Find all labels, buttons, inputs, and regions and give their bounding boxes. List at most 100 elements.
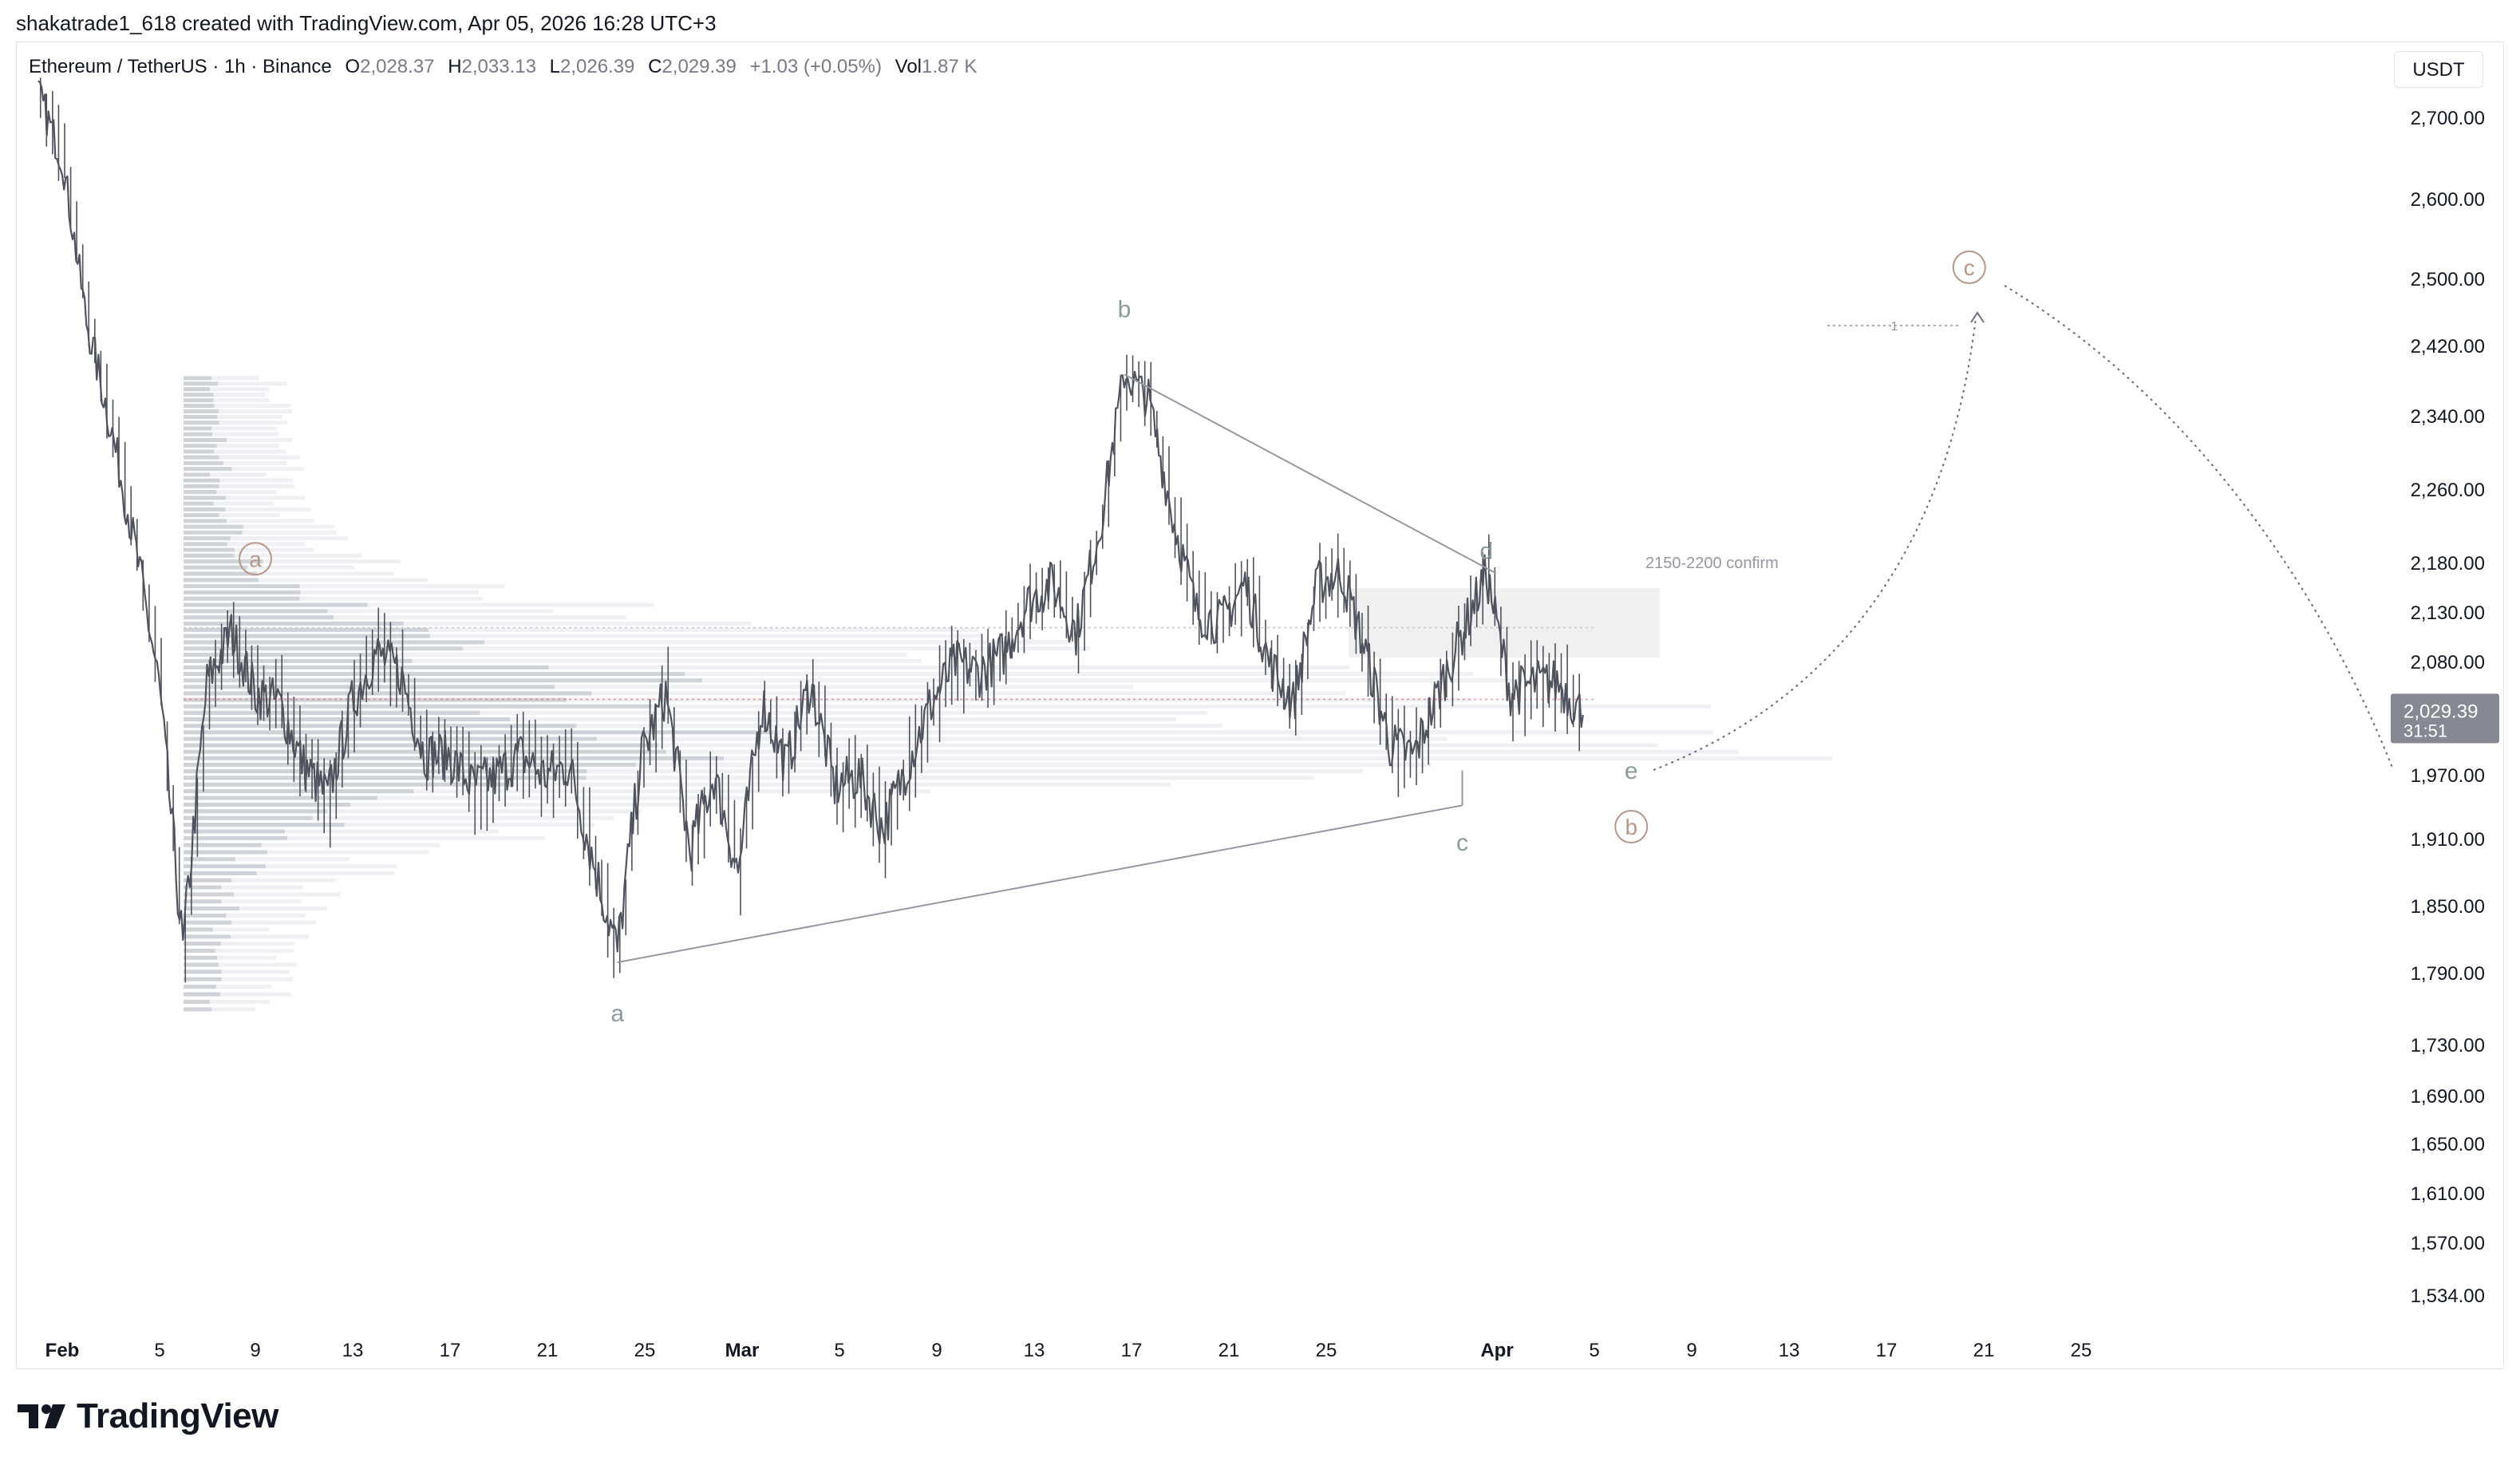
x-axis-tick: 21 (1973, 1340, 1995, 1361)
circled-wave-b-ring (1614, 810, 1649, 843)
volume-profile-bar (184, 730, 773, 735)
volume-profile-bar (184, 704, 1711, 709)
volume-profile-bar (184, 796, 377, 800)
volume-profile-bar (184, 404, 292, 409)
volume-profile-bar (184, 653, 386, 657)
wave-label-d: d (1479, 538, 1493, 564)
volume-profile-bar (184, 513, 219, 518)
volume-profile-bar (184, 969, 290, 974)
volume-profile-bar (184, 460, 223, 465)
x-axis-tick: 9 (250, 1340, 260, 1361)
volume-profile-bar (184, 1007, 212, 1012)
wave-label-b: b (1118, 296, 1132, 322)
y-axis-tick: 2,180.00 (2411, 553, 2485, 575)
y-axis-tick: 1,534.00 (2411, 1285, 2485, 1307)
volume-profile-bar (184, 796, 748, 800)
currency-button[interactable]: USDT (2394, 51, 2483, 88)
tradingview-logo[interactable]: TradingView (18, 1396, 278, 1436)
volume-profile-bar (184, 899, 222, 904)
triangle-upper-edge (1124, 373, 1497, 575)
volume-profile-bar (184, 398, 214, 403)
volume-profile-bar (184, 376, 259, 381)
volume-profile-bar (184, 653, 907, 657)
volume-profile-bar (184, 776, 1314, 780)
tradingview-mark-icon (18, 1404, 65, 1428)
volume-profile-bar (184, 640, 485, 645)
volume-profile-bar (184, 955, 218, 960)
volume-profile-bar (184, 376, 212, 381)
volume-profile-bar (184, 409, 292, 414)
y-axis-tick: 1,690.00 (2411, 1086, 2485, 1108)
volume-profile-bar (184, 590, 301, 594)
volume-profile-bar (184, 455, 301, 460)
low-label: L (549, 56, 560, 77)
y-axis-tick: 1,650.00 (2411, 1134, 2485, 1155)
symbol-title[interactable]: Ethereum / TetherUS · 1h · Binance (29, 56, 332, 77)
volume-profile-bar (184, 622, 404, 626)
volume-profile-bar (184, 802, 351, 807)
volume-profile-bar (184, 646, 463, 651)
x-axis-tick: 21 (1219, 1340, 1240, 1361)
volume-profile-bar (184, 789, 414, 794)
volume-profile-bar (184, 823, 345, 827)
symbol-legend[interactable]: Ethereum / TetherUS · 1h · Binance O2,02… (29, 56, 977, 78)
volume-profile-bar (184, 992, 291, 997)
volume-profile-bar (184, 387, 270, 392)
y-axis-tick: 1,790.00 (2411, 963, 2485, 985)
volume-profile-bar (184, 571, 394, 576)
confirm-zone-label: 2150-2200 confirm (1645, 555, 1779, 572)
volume-profile-bar (184, 782, 1171, 787)
x-axis-tick: 25 (1316, 1340, 1337, 1361)
volume-profile-bar (184, 381, 287, 386)
bar-countdown: 31:51 (2403, 721, 2447, 740)
volume-profile-bar (184, 578, 429, 582)
projection-path (1653, 285, 2393, 771)
volume-profile-bar (184, 977, 222, 981)
volume-profile-bar (184, 615, 627, 620)
high-label: H (448, 56, 462, 77)
volume-profile-bar (184, 843, 262, 847)
volume-profile-bar (184, 962, 298, 967)
volume-profile-bar (184, 615, 334, 620)
volume-profile-bar (184, 658, 922, 663)
volume-profile-bar (184, 602, 368, 607)
x-axis-tick: 5 (834, 1340, 844, 1361)
volume-profile-bar (184, 496, 226, 500)
volume-profile-bar (184, 559, 263, 564)
volume-profile-bar (184, 776, 587, 780)
volume-profile-bar (184, 553, 235, 558)
wave-labels: a b c d e a b c (239, 251, 1986, 1027)
y-axis-tick: 1,730.00 (2411, 1035, 2485, 1056)
y-axis-tick: 2,130.00 (2411, 602, 2485, 624)
last-price-value: 2,029.39 (2403, 701, 2478, 722)
volume-profile-bar (184, 913, 306, 918)
volume-profile-bar (184, 524, 335, 529)
volume-profile-bar (184, 942, 221, 946)
x-axis-tick: 9 (931, 1340, 942, 1361)
x-axis-tick: 25 (2071, 1340, 2092, 1361)
volume-profile-bar (184, 478, 293, 483)
volume-profile-bar (184, 634, 982, 638)
volume-profile-bar (184, 627, 978, 632)
volume-profile-bar (184, 536, 349, 541)
wave-label-a: a (610, 1001, 624, 1027)
volume-profile (184, 376, 1833, 1012)
volume-profile-bar (184, 444, 217, 448)
volume-profile-bar (184, 769, 587, 774)
volume-profile-bar (184, 985, 272, 989)
x-axis-tick: 13 (1024, 1340, 1045, 1361)
volume-profile-bar (184, 927, 213, 932)
volume-profile-bar (184, 892, 234, 897)
volume-profile-bar (184, 627, 429, 632)
volume-profile-bar (184, 835, 546, 840)
circled-wave-a-ring (239, 542, 272, 576)
volume-profile-bar (184, 710, 480, 715)
volume-profile-bar (184, 1000, 210, 1005)
axes: 2,700.00 2,600.00 2,500.00 2,420.00 2,340.00… (45, 108, 2485, 1361)
volume-profile-bar (184, 596, 300, 601)
volume-profile-bar (184, 409, 219, 414)
volume-profile-bar (184, 850, 429, 855)
x-axis-tick: 17 (440, 1340, 461, 1361)
x-axis-tick: 25 (634, 1340, 656, 1361)
